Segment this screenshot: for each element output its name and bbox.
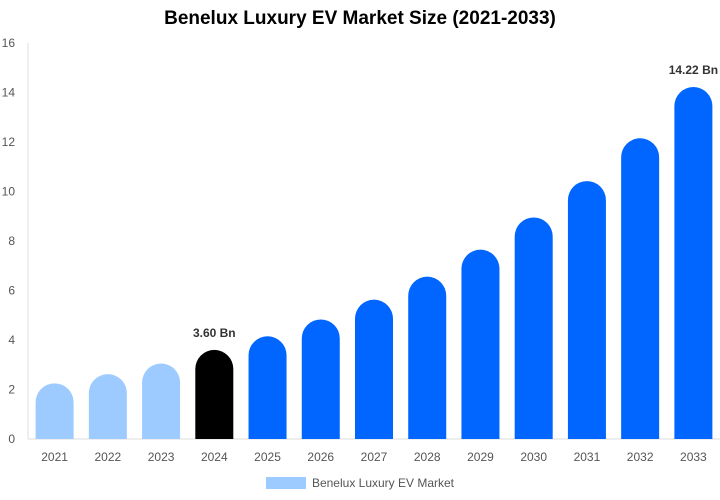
x-tick-label: 2025: [254, 450, 281, 464]
y-tick-label: 12: [2, 135, 16, 149]
data-label: 14.22 Bn: [669, 63, 718, 77]
bar-2029: [461, 249, 500, 439]
chart-title: Benelux Luxury EV Market Size (2021-2033…: [164, 8, 556, 29]
bar-2032: [621, 138, 660, 439]
x-tick-label: 2026: [307, 450, 334, 464]
x-tick-label: 2027: [361, 450, 388, 464]
x-tick-label: 2021: [41, 450, 68, 464]
y-tick-label: 4: [8, 333, 15, 347]
bar-2031: [567, 181, 606, 440]
bar-2028: [408, 276, 447, 439]
bar-2027: [355, 299, 393, 439]
bar-2033: [674, 87, 713, 440]
bar-2030: [514, 217, 553, 439]
x-tick-label: 2024: [201, 450, 228, 464]
y-tick-label: 10: [2, 185, 16, 199]
y-tick-label: 2: [8, 383, 15, 397]
bar-2022: [88, 374, 127, 439]
x-tick-label: 2029: [467, 450, 494, 464]
legend-label: Benelux Luxury EV Market: [311, 476, 455, 490]
y-tick-label: 0: [8, 432, 15, 446]
x-tick-label: 2031: [574, 450, 601, 464]
y-tick-label: 16: [2, 36, 16, 50]
bar-2023: [142, 363, 181, 439]
legend[interactable]: Benelux Luxury EV Market: [0, 476, 720, 490]
bar-2025: [248, 336, 287, 439]
x-tick-label: 2033: [680, 450, 707, 464]
y-tick-label: 14: [2, 86, 16, 100]
x-tick-label: 2022: [94, 450, 121, 464]
y-tick-label: 6: [8, 284, 15, 298]
x-tick-label: 2032: [627, 450, 654, 464]
bar-2021: [35, 383, 74, 439]
y-tick-label: 8: [8, 234, 15, 248]
bar-2024: [195, 349, 234, 439]
x-tick-label: 2023: [148, 450, 175, 464]
x-tick-label: 2028: [414, 450, 441, 464]
bar-2026: [301, 319, 340, 439]
data-label: 3.60 Bn: [193, 326, 236, 340]
x-tick-label: 2030: [520, 450, 547, 464]
legend-swatch: [265, 477, 306, 489]
